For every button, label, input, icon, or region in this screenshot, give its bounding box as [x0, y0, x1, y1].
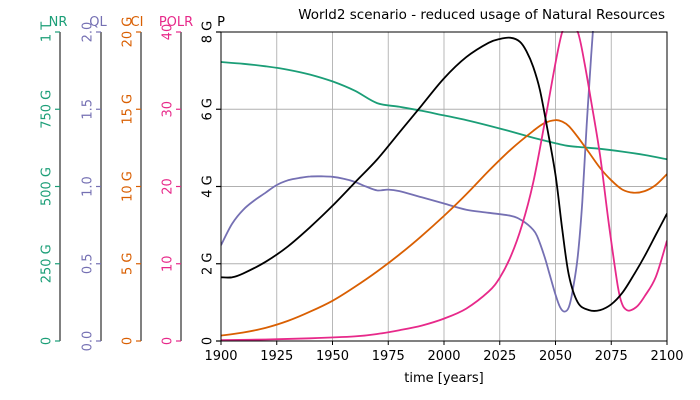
- x-tick-label: 1950: [316, 349, 349, 364]
- y-tick-label: 0: [40, 337, 55, 345]
- y-tick-label: 15 G: [121, 94, 136, 125]
- x-tick-label: 1975: [372, 349, 405, 364]
- x-axis: 1900 1925 1950 1975 2000 2025 2050 2075 2100: [204, 341, 684, 364]
- y-tick-label: 4 G: [201, 175, 216, 197]
- x-axis-label: time [years]: [404, 371, 483, 386]
- y-tick-label: 2 G: [201, 253, 216, 275]
- x-tick-label: 2100: [650, 349, 683, 364]
- y-tick-label: 0.0: [81, 331, 96, 352]
- series-line-p: [221, 36, 667, 312]
- chart-title: World2 scenario - reduced usage of Natur…: [298, 7, 665, 23]
- y-axis-name: POLR: [159, 15, 193, 30]
- series-line-polr: [221, 31, 667, 342]
- y-tick-label: 1.5: [81, 99, 96, 120]
- y-axis-ql: 0.0 0.5 1.0 1.5 2.0QL: [81, 15, 108, 351]
- x-tick-label: 2025: [483, 349, 516, 364]
- y-tick-label: 20: [161, 178, 176, 195]
- y-tick-label: 8 G: [201, 21, 216, 43]
- y-tick-label: 1.0: [81, 176, 96, 197]
- series-line-ci: [221, 119, 667, 337]
- x-tick-label: 2075: [595, 349, 628, 364]
- y-tick-label: 20 G: [121, 17, 136, 48]
- series-line-nr: [221, 61, 667, 161]
- x-tick-label: 1900: [204, 349, 237, 364]
- y-axes: 0 250 G 500 G 750 G 1 TNR 0.0 0.5 1.0 1.5 2.0QL 0 5…: [40, 15, 226, 351]
- y-tick-label: 1 T: [40, 22, 55, 42]
- y-axis-ci: 0 5 G 10 G 15 G 20 GCI: [121, 15, 144, 345]
- y-tick-label: 10: [161, 255, 176, 272]
- y-axis-name: NR: [49, 15, 68, 30]
- y-axis-name: QL: [89, 15, 107, 30]
- x-tick-label: 1925: [260, 349, 293, 364]
- y-tick-label: 0.5: [81, 253, 96, 274]
- y-tick-label: 10 G: [121, 171, 136, 202]
- y-tick-label: 2.0: [81, 22, 96, 43]
- y-axis-name: CI: [131, 15, 144, 30]
- y-tick-label: 750 G: [40, 90, 55, 129]
- y-axis-nr: 0 250 G 500 G 750 G 1 TNR: [40, 15, 68, 345]
- y-tick-label: 0: [161, 337, 176, 345]
- y-axis-name: P: [217, 15, 225, 30]
- series-line-ql: [221, 31, 594, 313]
- series-lines: [221, 31, 667, 342]
- y-tick-label: 0: [201, 337, 216, 345]
- y-tick-label: 250 G: [40, 244, 55, 283]
- y-tick-label: 30: [161, 101, 176, 118]
- x-tick-label: 2050: [539, 349, 572, 364]
- y-tick-label: 40: [161, 24, 176, 41]
- y-tick-label: 6 G: [201, 98, 216, 120]
- y-tick-label: 5 G: [121, 253, 136, 275]
- x-tick-label: 2000: [427, 349, 460, 364]
- y-tick-label: 500 G: [40, 167, 55, 206]
- y-tick-label: 0: [121, 337, 136, 345]
